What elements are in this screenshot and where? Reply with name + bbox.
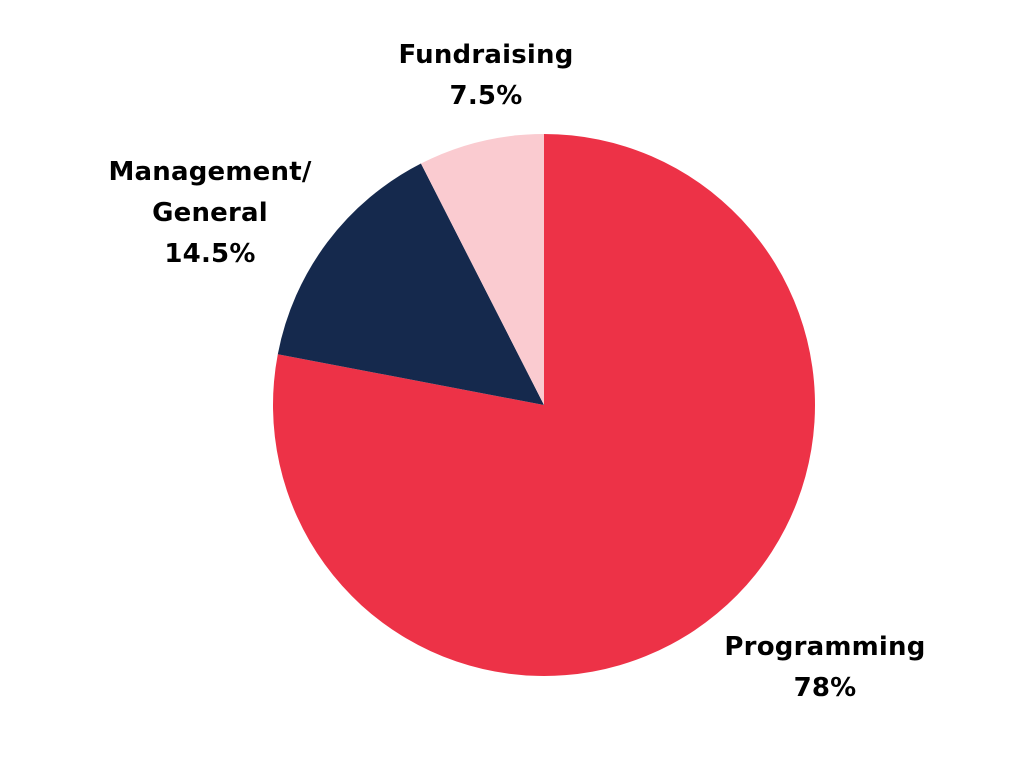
pie-slice-fundraising [420,134,544,405]
slice-label-programming-name: Programming [724,632,926,662]
pie-slice-management-general [277,163,544,405]
slice-label-fundraising-name: Fundraising [398,40,574,70]
slice-label-management-line2: General [152,198,268,228]
slice-label-programming-value: 78% [793,673,857,703]
slice-label-fundraising: Fundraising 7.5% [376,35,596,117]
pie-slice-programming [272,134,815,677]
slice-label-management: Management/ General 14.5% [90,152,330,275]
slice-label-management-value: 14.5% [164,239,256,269]
pie-slices [272,134,815,677]
slice-label-fundraising-value: 7.5% [449,81,523,111]
slice-label-management-line1: Management/ [108,157,312,187]
slice-label-programming: Programming 78% [700,627,950,709]
